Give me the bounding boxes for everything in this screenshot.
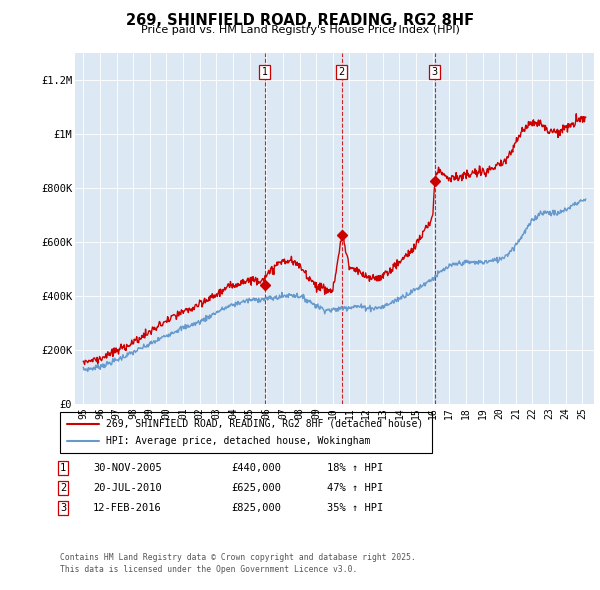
Text: 12-FEB-2016: 12-FEB-2016 (93, 503, 162, 513)
Text: 18% ↑ HPI: 18% ↑ HPI (327, 463, 383, 473)
Text: 3: 3 (60, 503, 66, 513)
Text: HPI: Average price, detached house, Wokingham: HPI: Average price, detached house, Woki… (106, 436, 371, 446)
Text: 47% ↑ HPI: 47% ↑ HPI (327, 483, 383, 493)
Text: Contains HM Land Registry data © Crown copyright and database right 2025.: Contains HM Land Registry data © Crown c… (60, 553, 416, 562)
Text: £440,000: £440,000 (231, 463, 281, 473)
Text: 2: 2 (60, 483, 66, 493)
Text: £625,000: £625,000 (231, 483, 281, 493)
Text: This data is licensed under the Open Government Licence v3.0.: This data is licensed under the Open Gov… (60, 565, 358, 574)
Text: 2: 2 (339, 67, 345, 77)
Text: 35% ↑ HPI: 35% ↑ HPI (327, 503, 383, 513)
Text: 30-NOV-2005: 30-NOV-2005 (93, 463, 162, 473)
Text: Price paid vs. HM Land Registry's House Price Index (HPI): Price paid vs. HM Land Registry's House … (140, 25, 460, 35)
Text: 1: 1 (262, 67, 268, 77)
Text: 269, SHINFIELD ROAD, READING, RG2 8HF: 269, SHINFIELD ROAD, READING, RG2 8HF (126, 13, 474, 28)
Text: 1: 1 (60, 463, 66, 473)
Text: 3: 3 (431, 67, 437, 77)
Text: £825,000: £825,000 (231, 503, 281, 513)
Text: 269, SHINFIELD ROAD, READING, RG2 8HF (detached house): 269, SHINFIELD ROAD, READING, RG2 8HF (d… (106, 419, 424, 429)
Text: 20-JUL-2010: 20-JUL-2010 (93, 483, 162, 493)
